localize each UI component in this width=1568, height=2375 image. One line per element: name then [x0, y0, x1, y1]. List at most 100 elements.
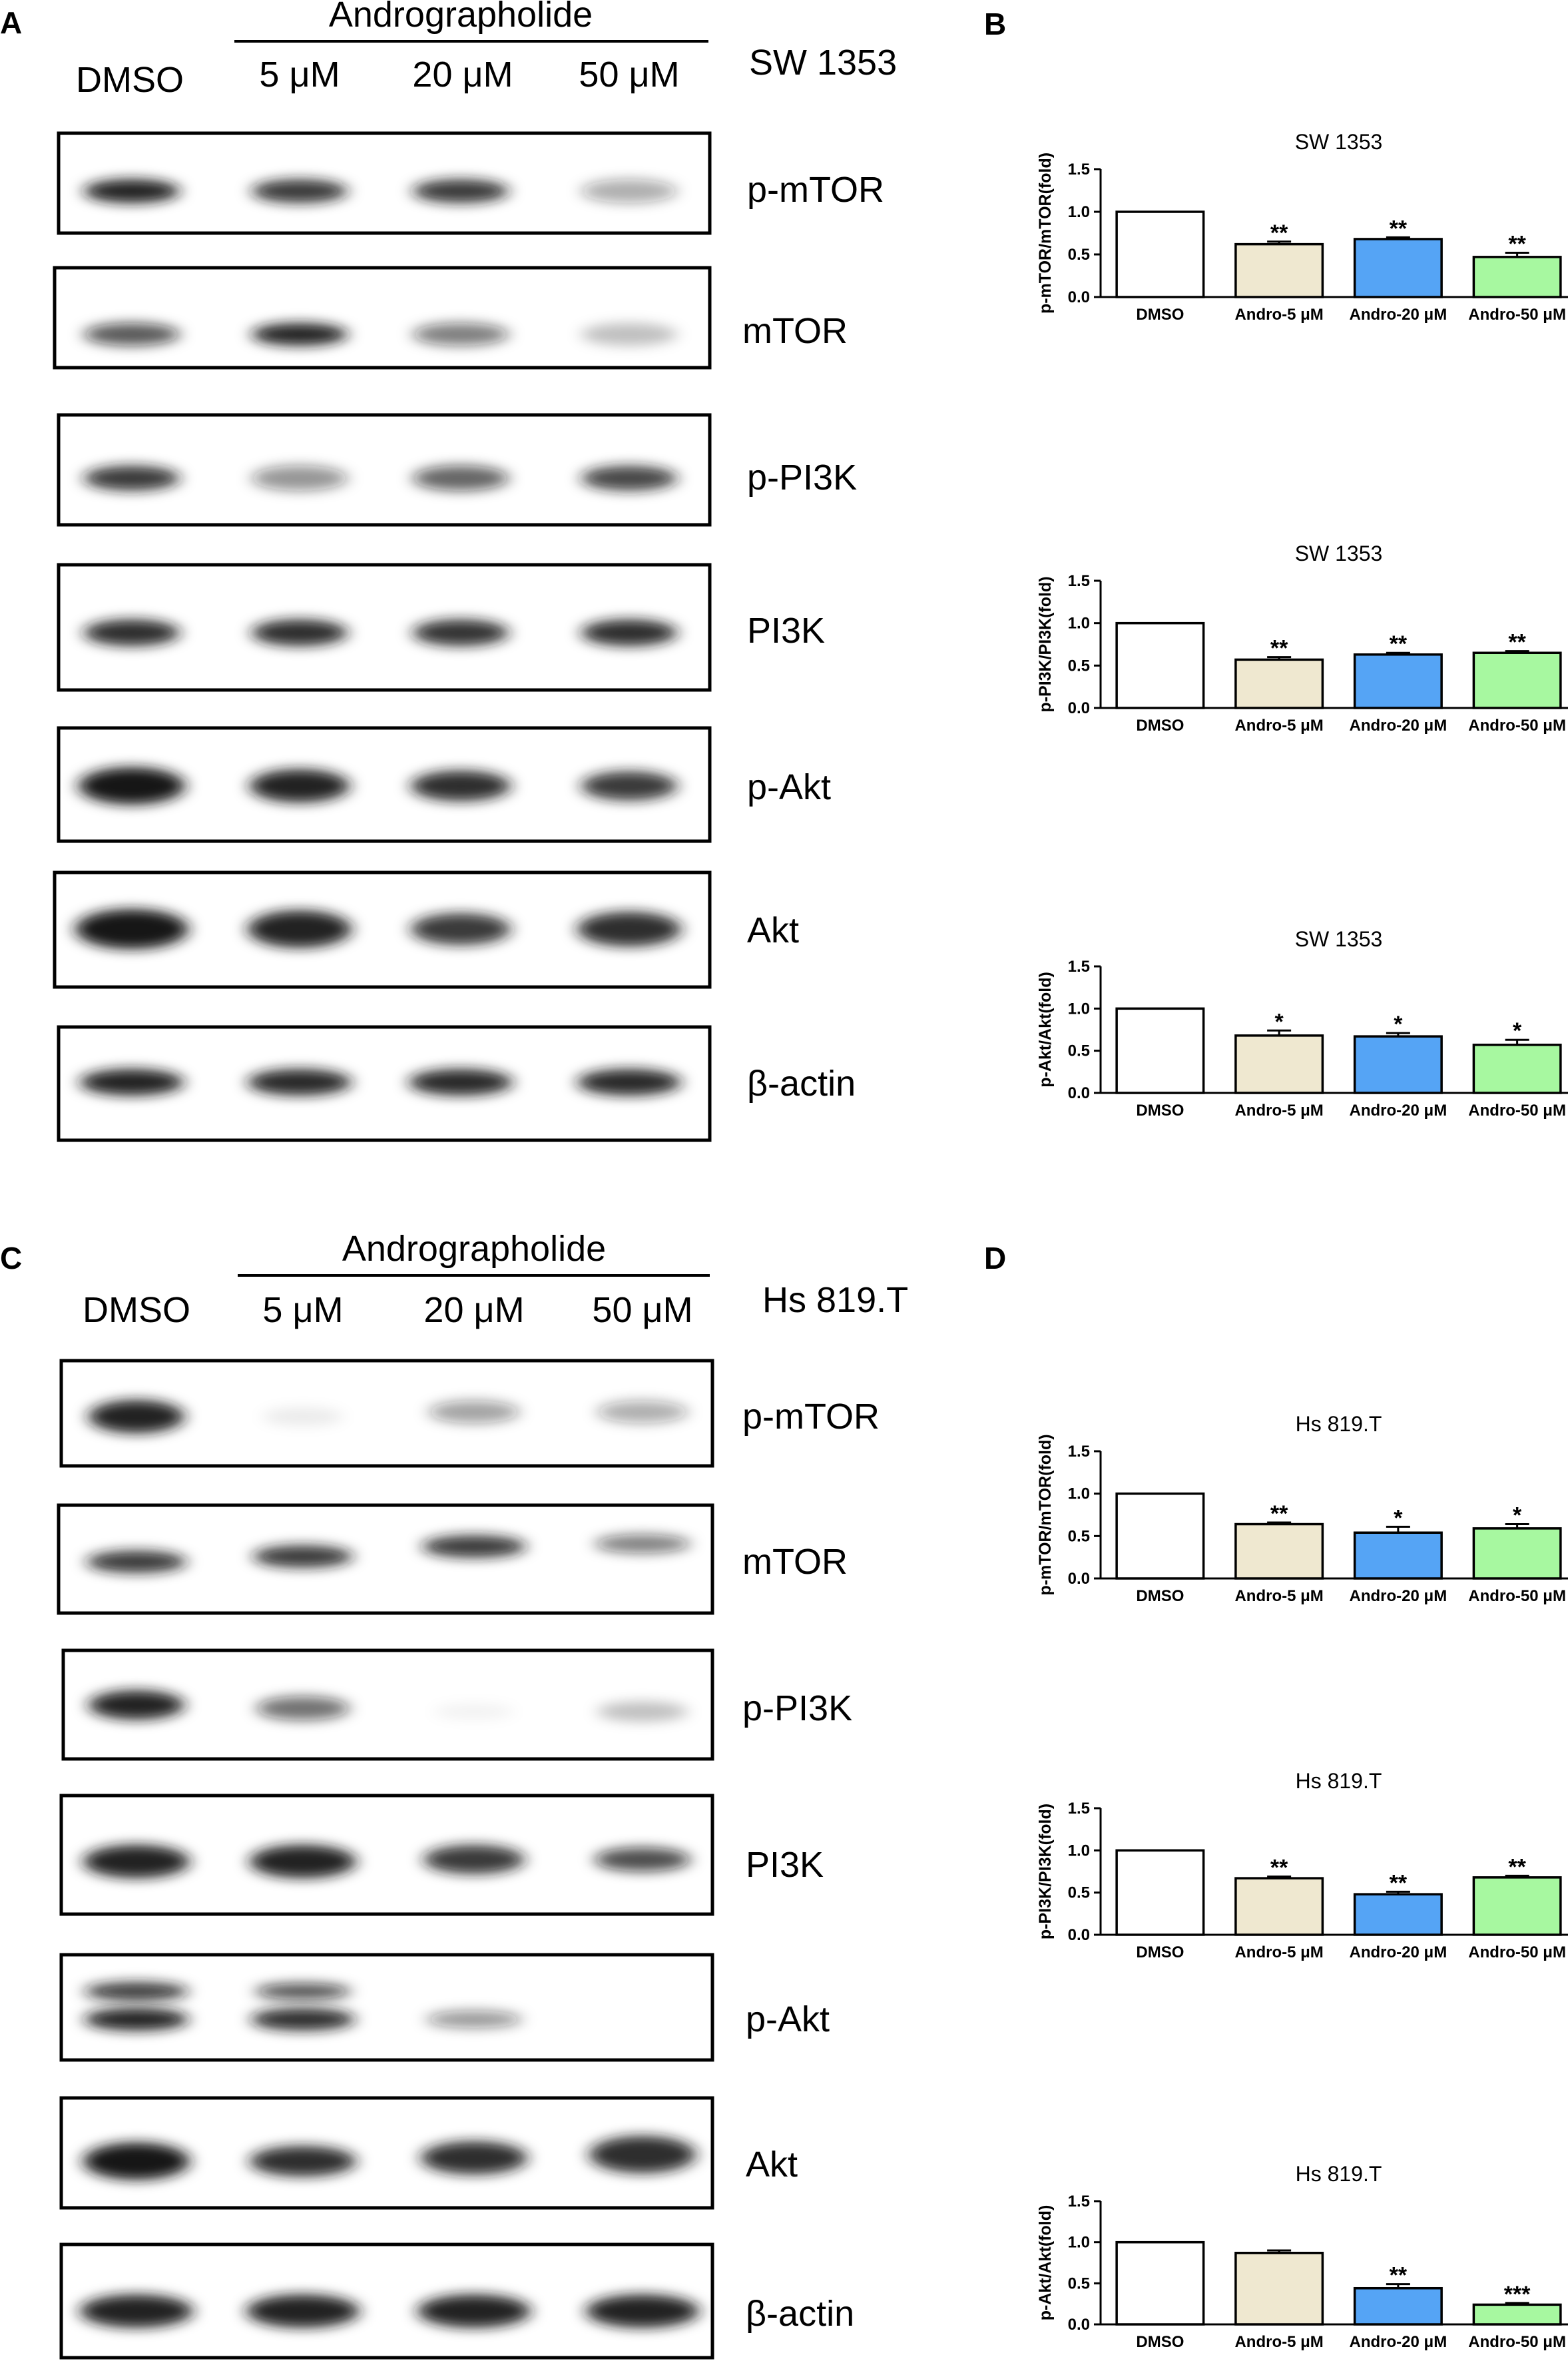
y-tick-label: 1.0	[1068, 1485, 1090, 1503]
bar-chart-d1: 0.0 0.5 1.0 1.5 p-mTOR/mTOR(fold) Hs 819.T DMS…	[1036, 1412, 1568, 1605]
y-tick-label: 1.5	[1068, 161, 1090, 178]
bar	[1472, 2303, 1562, 2326]
bar	[1353, 1531, 1443, 1580]
bar-chart-b2: 0.0 0.5 1.0 1.5 p-PI3K/PI3K(fold) SW 1353 DMSO…	[1036, 541, 1568, 735]
x-tick-label: Andro-50 μM	[1468, 2333, 1566, 2351]
y-tick-label: 0.5	[1068, 1884, 1090, 1902]
bar	[1472, 256, 1562, 298]
band	[413, 466, 509, 491]
x-tick-label: Andro-20 μM	[1350, 2333, 1447, 2351]
y-tick-label: 1.0	[1068, 615, 1090, 633]
bar	[1472, 1876, 1562, 1936]
bar	[1353, 1893, 1443, 1936]
y-tick-label: 1.5	[1068, 1800, 1090, 1818]
band	[581, 771, 677, 801]
lane-label: DMSO	[76, 60, 184, 100]
x-tick-label: Andro-5 μM	[1234, 306, 1323, 324]
bar-chart-d2: 0.0 0.5 1.0 1.5 p-PI3K/PI3K(fold) Hs 819.T DMS…	[1036, 1769, 1568, 1961]
band	[252, 466, 348, 491]
y-tick-label: 1.0	[1068, 1000, 1090, 1018]
significance-mark: *	[1275, 1009, 1284, 1034]
blot-row-label: p-mTOR	[742, 1397, 880, 1437]
x-tick-label: Andro-50 μM	[1468, 1943, 1566, 1961]
y-axis-label: p-mTOR/mTOR(fold)	[1036, 153, 1055, 314]
y-tick-label: 1.0	[1068, 203, 1090, 221]
band	[411, 913, 511, 945]
x-tick-label: Andro-5 μM	[1234, 717, 1323, 735]
lane-label: 5 μM	[259, 55, 340, 95]
y-tick-label: 0.0	[1068, 699, 1090, 717]
significance-mark: **	[1508, 630, 1526, 655]
significance-mark: *	[1513, 1503, 1522, 1528]
bar	[1115, 621, 1205, 709]
significance-mark: **	[1390, 631, 1408, 657]
band	[413, 323, 509, 346]
lane-label: 50 μM	[579, 55, 679, 95]
band	[597, 1401, 688, 1423]
band	[84, 323, 180, 346]
y-tick-label: 1.5	[1068, 958, 1090, 976]
blot-panel-a: Andrographolide SW 1353 DMSO 5 μM 20 μM …	[53, 0, 897, 1142]
blot-row-label: p-PI3K	[742, 1688, 852, 1728]
x-tick-label: Andro-5 μM	[1234, 1943, 1323, 1961]
bar	[1234, 2251, 1324, 2326]
blot-row-label: β-actin	[747, 1064, 856, 1104]
band	[577, 1069, 681, 1096]
band	[84, 619, 180, 646]
x-tick-label: Andro-5 μM	[1234, 1102, 1323, 1120]
x-tick-label: Andro-5 μM	[1234, 2333, 1323, 2351]
blot-row-label: PI3K	[747, 611, 825, 651]
x-tick-label: Andro-5 μM	[1234, 1587, 1323, 1605]
significance-mark: *	[1513, 1018, 1522, 1044]
band	[581, 619, 677, 646]
band	[586, 2294, 699, 2328]
y-tick-label: 0.0	[1068, 1570, 1090, 1588]
treatment-label: Andrographolide	[329, 0, 593, 35]
x-tick-label: DMSO	[1136, 1943, 1184, 1961]
y-tick-label: 1.5	[1068, 1443, 1090, 1461]
band	[252, 619, 348, 646]
chart-title: Hs 819.T	[1296, 1769, 1382, 1793]
band	[421, 2141, 527, 2175]
significance-mark: **	[1270, 220, 1288, 246]
bar	[1234, 1034, 1324, 1094]
significance-mark: **	[1508, 1854, 1526, 1879]
band	[250, 1845, 356, 1878]
band	[84, 466, 180, 491]
band	[252, 179, 348, 203]
significance-mark: **	[1390, 1870, 1408, 1895]
band	[597, 1702, 688, 1722]
blot-bands	[80, 1400, 699, 2328]
band	[263, 1407, 343, 1426]
y-tick-label: 1.5	[1068, 572, 1090, 590]
blot-row-label: Akt	[746, 2145, 798, 2185]
bar	[1353, 238, 1443, 298]
blot-frame	[59, 1953, 714, 2062]
bar-chart-d3: 0.0 0.5 1.0 1.5 p-Akt/Akt(fold) Hs 819.T DMSO A…	[1036, 2162, 1568, 2351]
bar	[1472, 651, 1562, 709]
y-axis-label: p-PI3K/PI3K(fold)	[1036, 576, 1055, 712]
cell-line-label: SW 1353	[749, 43, 897, 83]
significance-mark: **	[1508, 231, 1526, 256]
y-tick-label: 0.0	[1068, 2316, 1090, 2334]
y-tick-label: 0.5	[1068, 1042, 1090, 1060]
y-axis-label: p-Akt/Akt(fold)	[1036, 2205, 1055, 2321]
band	[79, 767, 185, 805]
chart-title: Hs 819.T	[1296, 2162, 1382, 2186]
x-tick-label: Andro-50 μM	[1468, 1102, 1566, 1120]
band	[417, 2294, 531, 2328]
band	[577, 912, 681, 946]
bar	[1115, 1849, 1205, 1936]
band	[256, 1696, 350, 1720]
band	[429, 1401, 519, 1423]
band	[85, 2008, 188, 2031]
band	[84, 179, 180, 203]
y-tick-label: 1.5	[1068, 2193, 1090, 2210]
band	[423, 1845, 525, 1874]
panel-letter-a: A	[0, 5, 22, 40]
band	[80, 2294, 193, 2328]
band	[83, 2143, 190, 2180]
blot-row-label: p-Akt	[747, 767, 831, 807]
band	[595, 1534, 690, 1553]
x-tick-label: Andro-20 μM	[1350, 1587, 1447, 1605]
